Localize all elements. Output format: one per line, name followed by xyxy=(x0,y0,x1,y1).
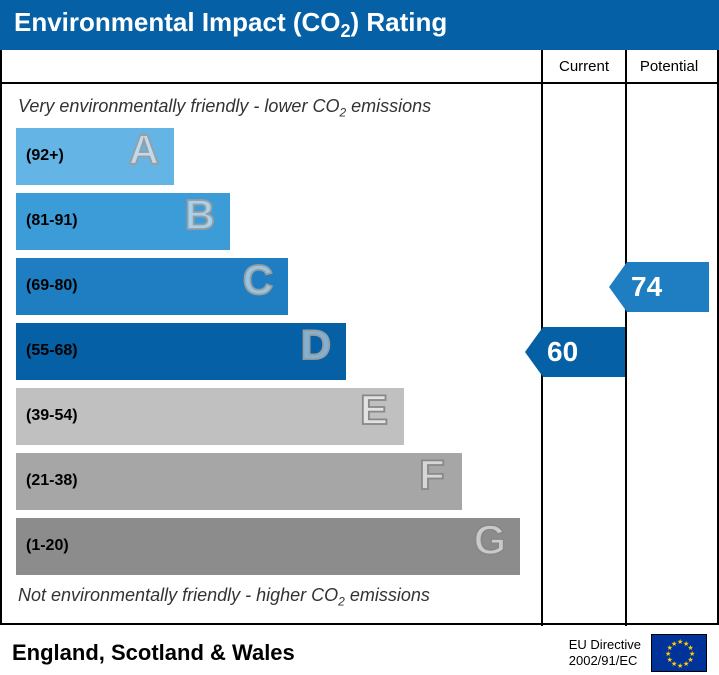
svg-text:A: A xyxy=(129,128,159,173)
band-bar: (55-68) D xyxy=(16,323,346,380)
header-current: Current xyxy=(543,50,627,82)
chart-body: Current Potential Very environmentally f… xyxy=(0,50,719,625)
rating-arrow-current: 60 xyxy=(525,327,625,377)
band-letter-a: A xyxy=(124,128,164,184)
band-range-label: (55-68) xyxy=(26,342,78,360)
band-range-label: (1-20) xyxy=(26,537,69,555)
header-potential: Potential xyxy=(627,50,711,82)
band-f: (21-38) F xyxy=(16,453,541,510)
svg-text:F: F xyxy=(419,453,445,498)
band-range-label: (92+) xyxy=(26,147,64,165)
header-empty xyxy=(2,50,543,82)
eu-directive-text: EU Directive 2002/91/EC xyxy=(569,637,641,668)
body-row: Very environmentally friendly - lower CO… xyxy=(2,84,717,625)
potential-column: 74 xyxy=(627,84,711,626)
bands-column: Very environmentally friendly - lower CO… xyxy=(2,84,543,626)
title-text: Environmental Impact (CO2) Rating xyxy=(14,7,447,42)
bottom-note: Not environmentally friendly - higher CO… xyxy=(16,583,541,617)
svg-text:E: E xyxy=(360,388,388,433)
footer-right: EU Directive 2002/91/EC ★★★★★★★★★★★★ xyxy=(569,634,707,672)
title-suffix: ) Rating xyxy=(351,7,448,37)
arrow-tip-icon xyxy=(609,262,627,312)
band-bar: (39-54) E xyxy=(16,388,404,445)
epc-rating-chart: Environmental Impact (CO2) Rating Curren… xyxy=(0,0,719,675)
title-prefix: Environmental Impact (CO xyxy=(14,7,341,37)
svg-text:C: C xyxy=(243,258,273,303)
rating-value: 74 xyxy=(627,262,709,312)
svg-text:D: D xyxy=(301,323,331,368)
band-e: (39-54) E xyxy=(16,388,541,445)
eu-star-icon: ★ xyxy=(677,662,683,670)
rating-arrow-potential: 74 xyxy=(609,262,709,312)
current-column: 60 xyxy=(543,84,627,626)
band-range-label: (69-80) xyxy=(26,277,78,295)
band-letter-f: F xyxy=(412,453,452,509)
band-range-label: (39-54) xyxy=(26,407,78,425)
band-bar: (21-38) F xyxy=(16,453,462,510)
eu-star-icon: ★ xyxy=(671,640,677,648)
header-row: Current Potential xyxy=(2,50,717,84)
title-bar: Environmental Impact (CO2) Rating xyxy=(0,0,719,50)
eu-star-icon: ★ xyxy=(683,660,689,668)
arrow-tip-icon xyxy=(525,327,543,377)
footer-region: England, Scotland & Wales xyxy=(12,640,295,666)
band-bar: (92+) A xyxy=(16,128,174,185)
footer: England, Scotland & Wales EU Directive 2… xyxy=(0,625,719,675)
band-bar: (81-91) B xyxy=(16,193,230,250)
band-letter-d: D xyxy=(296,323,336,379)
band-range-label: (21-38) xyxy=(26,472,78,490)
band-a: (92+) A xyxy=(16,128,541,185)
title-sub: 2 xyxy=(341,22,351,42)
svg-text:G: G xyxy=(474,518,507,563)
svg-text:B: B xyxy=(185,193,215,238)
band-c: (69-80) C xyxy=(16,258,541,315)
top-note: Very environmentally friendly - lower CO… xyxy=(16,94,541,128)
band-range-label: (81-91) xyxy=(26,212,78,230)
rating-value: 60 xyxy=(543,327,625,377)
band-bar: (69-80) C xyxy=(16,258,288,315)
band-d: (55-68) D xyxy=(16,323,541,380)
bands-container: (92+) A (81-91) B (69-80) C (55-68) D (39-54) E (2… xyxy=(16,128,541,575)
band-letter-b: B xyxy=(180,193,220,249)
band-bar: (1-20) G xyxy=(16,518,520,575)
band-b: (81-91) B xyxy=(16,193,541,250)
band-letter-e: E xyxy=(354,388,394,444)
eu-flag-icon: ★★★★★★★★★★★★ xyxy=(651,634,707,672)
band-g: (1-20) G xyxy=(16,518,541,575)
band-letter-c: C xyxy=(238,258,278,314)
band-letter-g: G xyxy=(470,518,510,574)
